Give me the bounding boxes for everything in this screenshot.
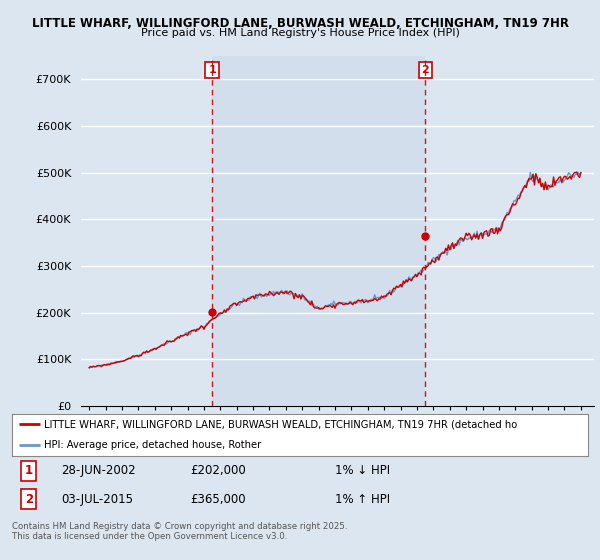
Text: 2: 2 [421, 65, 429, 74]
Text: Contains HM Land Registry data © Crown copyright and database right 2025.
This d: Contains HM Land Registry data © Crown c… [12, 522, 347, 542]
Text: £202,000: £202,000 [191, 464, 247, 478]
Bar [212, 56, 425, 406]
Text: LITTLE WHARF, WILLINGFORD LANE, BURWASH WEALD, ETCHINGHAM, TN19 7HR: LITTLE WHARF, WILLINGFORD LANE, BURWASH … [32, 17, 569, 30]
Text: 1% ↑ HPI: 1% ↑ HPI [335, 493, 389, 506]
Text: LITTLE WHARF, WILLINGFORD LANE, BURWASH WEALD, ETCHINGHAM, TN19 7HR (detached ho: LITTLE WHARF, WILLINGFORD LANE, BURWASH … [44, 419, 517, 430]
Text: HPI: Average price, detached house, Rother: HPI: Average price, detached house, Roth… [44, 441, 261, 450]
Text: 2: 2 [25, 493, 33, 506]
Text: 1% ↓ HPI: 1% ↓ HPI [335, 464, 389, 478]
Text: 1: 1 [208, 65, 216, 74]
Text: 28-JUN-2002: 28-JUN-2002 [61, 464, 136, 478]
Text: £365,000: £365,000 [191, 493, 246, 506]
Text: 03-JUL-2015: 03-JUL-2015 [61, 493, 133, 506]
Text: 1: 1 [25, 464, 33, 478]
Text: Price paid vs. HM Land Registry's House Price Index (HPI): Price paid vs. HM Land Registry's House … [140, 28, 460, 38]
